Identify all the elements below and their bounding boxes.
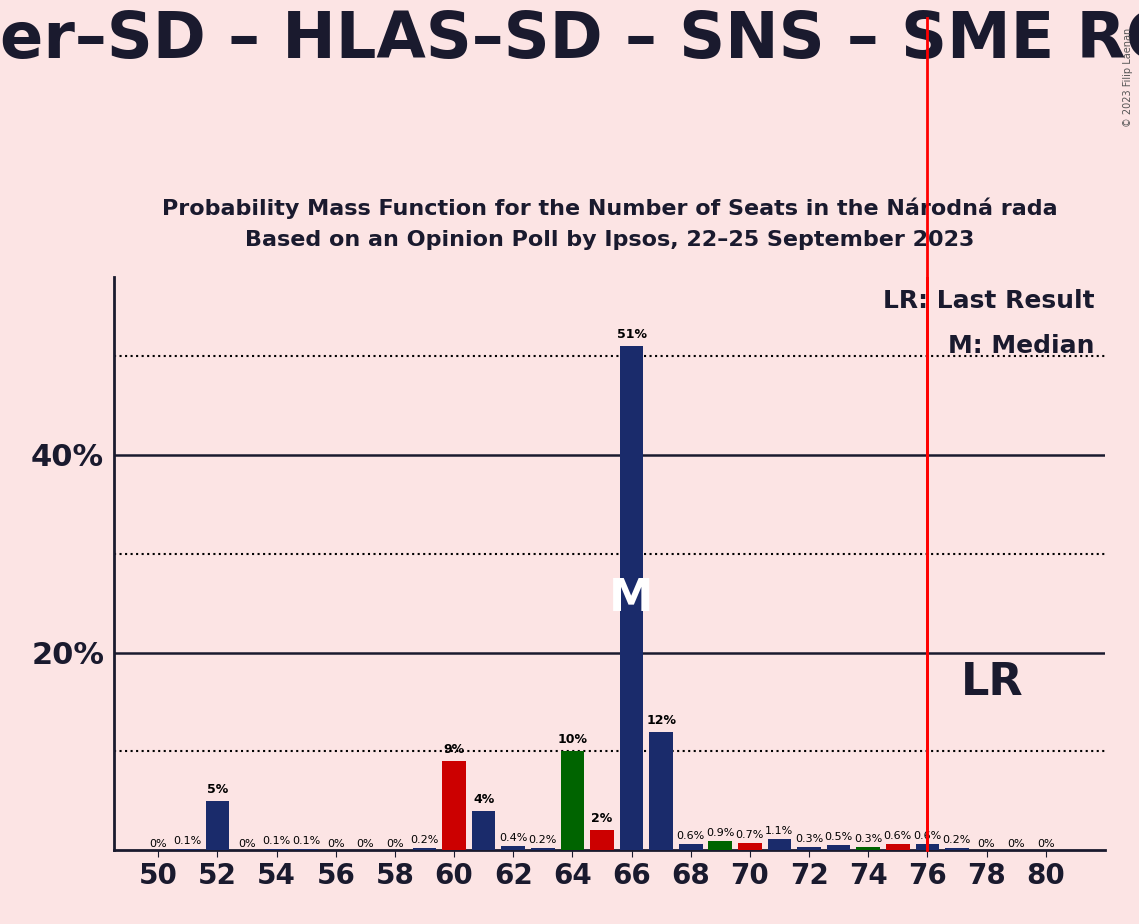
Bar (206, 801, 229, 850)
Text: 0.9%: 0.9% (706, 828, 735, 838)
Text: Based on an Opinion Poll by Ipsos, 22–25 September 2023: Based on an Opinion Poll by Ipsos, 22–25… (245, 230, 974, 250)
Bar (886, 845, 910, 850)
Text: 0.5%: 0.5% (825, 833, 853, 842)
Text: 12%: 12% (646, 713, 677, 726)
Text: 0%: 0% (149, 839, 167, 849)
Text: 0.2%: 0.2% (528, 835, 557, 845)
Text: 5%: 5% (207, 783, 228, 796)
Text: 0.2%: 0.2% (410, 835, 439, 845)
Text: 0.1%: 0.1% (292, 836, 320, 846)
Bar (679, 845, 703, 850)
Text: 0.6%: 0.6% (913, 832, 942, 841)
Bar (827, 845, 851, 850)
Text: © 2023 Filip Laenan: © 2023 Filip Laenan (1123, 28, 1133, 127)
Text: er–SD – HLAS–SD – SNS – SME RODINA – Kotleba–ĽS: er–SD – HLAS–SD – SNS – SME RODINA – Kot… (0, 9, 1139, 71)
Bar (412, 848, 436, 850)
Bar (264, 849, 288, 850)
Text: M: M (609, 577, 654, 620)
Bar (560, 751, 584, 850)
Bar (294, 849, 318, 850)
Text: 0%: 0% (327, 839, 345, 849)
Text: 0%: 0% (1036, 839, 1055, 849)
Bar (945, 848, 969, 850)
Text: 0%: 0% (238, 839, 256, 849)
Bar (649, 732, 673, 850)
Bar (472, 810, 495, 850)
Text: 0%: 0% (977, 839, 995, 849)
Bar (442, 761, 466, 850)
Text: 2%: 2% (591, 812, 613, 825)
Text: 0%: 0% (1007, 839, 1025, 849)
Text: 0.6%: 0.6% (677, 832, 705, 841)
Text: 9%: 9% (443, 743, 465, 756)
Bar (620, 346, 644, 850)
Text: 0.1%: 0.1% (174, 836, 202, 846)
Text: 0.6%: 0.6% (884, 832, 912, 841)
Text: 0.1%: 0.1% (262, 836, 290, 846)
Text: 4%: 4% (473, 793, 494, 806)
Bar (708, 841, 732, 850)
Bar (590, 831, 614, 850)
Bar (857, 847, 880, 850)
Text: LR: Last Result: LR: Last Result (884, 288, 1095, 312)
Text: 0.2%: 0.2% (943, 835, 972, 845)
Text: 0%: 0% (386, 839, 403, 849)
Text: Probability Mass Function for the Number of Seats in the Národná rada: Probability Mass Function for the Number… (162, 197, 1057, 219)
Bar (501, 846, 525, 850)
Bar (797, 847, 821, 850)
Text: 0%: 0% (357, 839, 374, 849)
Text: M: Median: M: Median (949, 334, 1095, 359)
Text: 0.7%: 0.7% (736, 830, 764, 840)
Text: 0.3%: 0.3% (795, 834, 823, 845)
Text: 1.1%: 1.1% (765, 826, 794, 836)
Bar (916, 845, 940, 850)
Bar (768, 839, 792, 850)
Bar (531, 848, 555, 850)
Text: 0.3%: 0.3% (854, 834, 883, 845)
Text: 10%: 10% (557, 734, 588, 747)
Bar (738, 844, 762, 850)
Text: LR: LR (961, 661, 1024, 704)
Bar (177, 849, 199, 850)
Text: 51%: 51% (616, 328, 647, 341)
Text: 0.4%: 0.4% (499, 833, 527, 844)
